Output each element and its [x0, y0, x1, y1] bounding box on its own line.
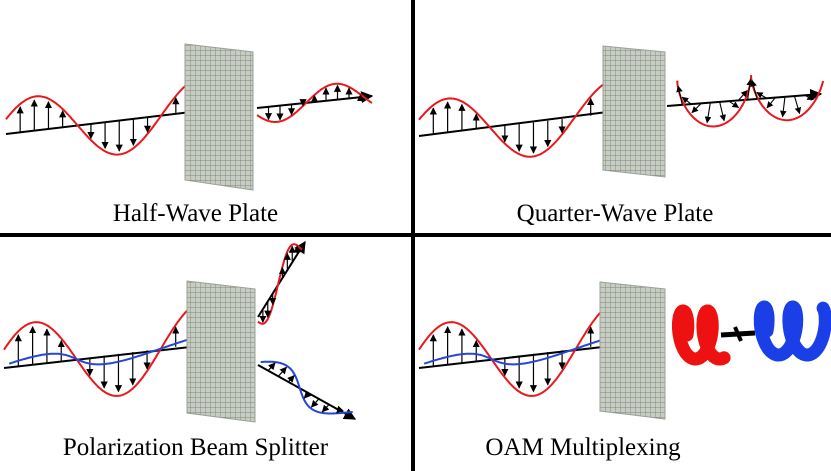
transmitted-wave-vector: [310, 397, 320, 408]
half-wave-plate: [184, 43, 254, 191]
circular-wave-vector: [728, 100, 740, 109]
incident-wave-horizontal: [8, 335, 201, 366]
panel-half-wave-plate: Half-Wave Plate: [0, 0, 411, 233]
incident-wave-horizontal: [423, 335, 616, 366]
transmitted-wave-vector: [321, 403, 331, 413]
incident-axis: [418, 105, 625, 137]
circular-wave-vector: [704, 102, 712, 124]
reflected-axis: [257, 240, 306, 318]
panel-quarter-wave-plate: Quarter-Wave Plate: [415, 0, 831, 233]
oam-multiplexing-diagram: [418, 281, 831, 420]
circular-wave-vector: [746, 78, 753, 100]
circular-wave-vector: [676, 85, 683, 106]
quarter-wave-plate-diagram: [418, 45, 825, 178]
transmitted-wave-vector: [287, 375, 295, 383]
incident-wave-vertical: [418, 307, 606, 397]
oam-plate: [599, 281, 666, 420]
circular-wave-vector: [756, 92, 767, 99]
polarization-beam-splitter-diagram: [3, 240, 357, 423]
output-wave: [256, 82, 373, 123]
horizontal-divider: [0, 233, 831, 237]
circular-wave-vector: [779, 96, 787, 118]
panel-oam-multiplexing: OAM Multiplexing: [415, 237, 831, 471]
caption-quarter-wave-plate: Quarter-Wave Plate: [516, 200, 714, 227]
circular-wave-vector: [803, 93, 815, 100]
incident-wave-vertical: [3, 307, 191, 397]
caption-polarization-beam-splitter: Polarization Beam Splitter: [62, 434, 329, 461]
beam-splitter-plate: [186, 280, 256, 423]
transmitted-wave: [260, 360, 353, 415]
circular-wave-vector: [793, 95, 802, 115]
incident-axis: [3, 340, 210, 369]
caption-half-wave-plate: Half-Wave Plate: [112, 200, 279, 227]
circular-wave-vector: [750, 79, 758, 99]
incident-wave: [418, 82, 606, 158]
circular-wave-vector: [719, 101, 726, 122]
transmitted-wave-vector: [303, 390, 312, 399]
circular-wave-vector: [681, 96, 693, 105]
circular-wave-vector: [691, 103, 702, 114]
blue-oam-helix: [753, 300, 831, 362]
circular-wave-vector: [766, 96, 777, 109]
half-wave-plate-diagram: [5, 43, 374, 191]
transmitted-wave-vector: [277, 366, 287, 377]
panel-polarization-beam-splitter: Polarization Beam Splitter: [0, 237, 411, 471]
incident-wave: [5, 81, 191, 156]
transmitted-wave-vector: [267, 362, 276, 371]
circular-wave-vector: [737, 90, 748, 101]
incident-axis: [5, 105, 210, 135]
caption-oam-multiplexing: OAM Multiplexing: [485, 434, 681, 461]
quarter-wave-plate: [602, 45, 666, 178]
transmitted-wave-vector: [336, 405, 344, 414]
oam-axis-cross: [733, 326, 743, 342]
transmitted-axis: [257, 364, 357, 420]
red-oam-helix: [672, 304, 731, 366]
